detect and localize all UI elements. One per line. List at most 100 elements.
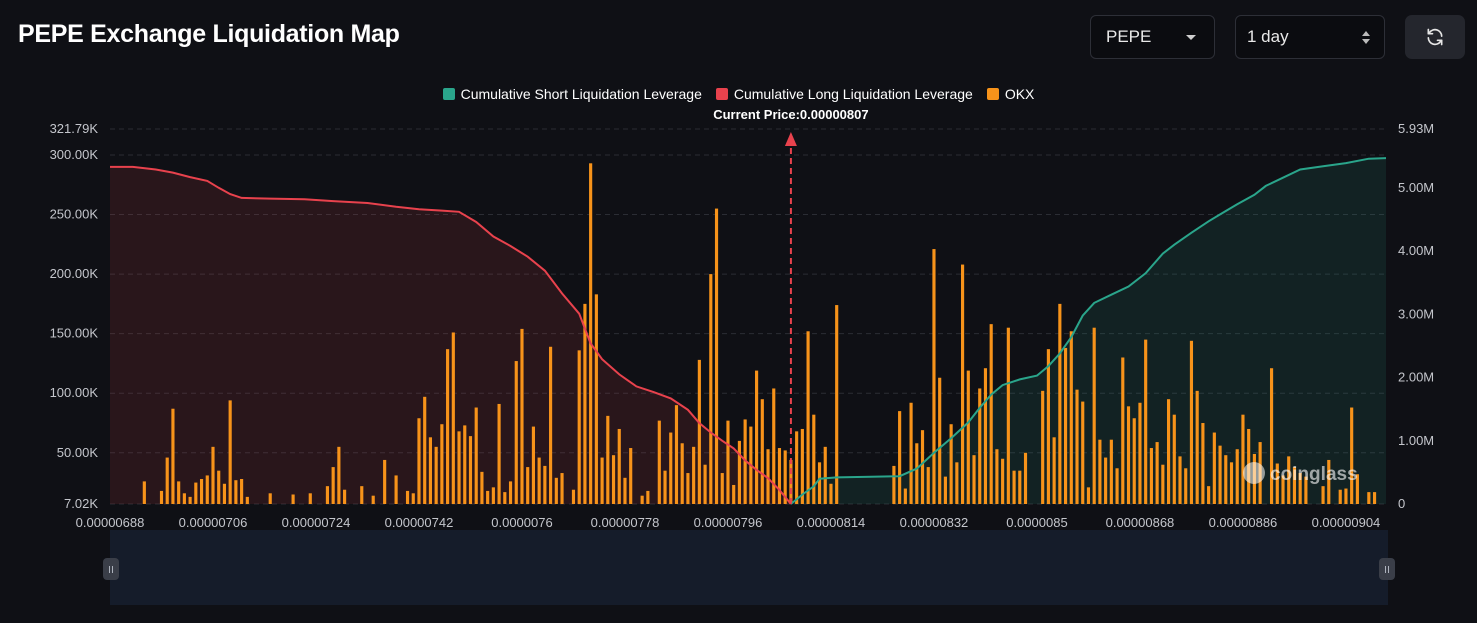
okx-bar xyxy=(1052,437,1056,504)
x-tick-label: 0.00000886 xyxy=(1209,515,1278,530)
okx-bar xyxy=(932,249,936,504)
okx-bar xyxy=(217,470,221,504)
okx-bar xyxy=(325,486,330,504)
okx-bar xyxy=(600,457,604,504)
coin-select[interactable]: PEPE xyxy=(1090,15,1215,59)
okx-bar xyxy=(1287,456,1291,504)
okx-bar xyxy=(617,428,621,504)
refresh-icon xyxy=(1427,28,1443,46)
okx-bar xyxy=(726,420,730,504)
okx-bar xyxy=(1109,439,1113,504)
okx-bar xyxy=(537,457,541,504)
legend-label-short: Cumulative Short Liquidation Leverage xyxy=(460,86,702,102)
okx-bar xyxy=(1006,327,1010,504)
x-tick-label: 0.0000085 xyxy=(1006,515,1067,530)
okx-bar xyxy=(1001,458,1005,504)
coinglass-logo xyxy=(1243,462,1265,484)
legend-item-short[interactable]: Cumulative Short Liquidation Leverage xyxy=(442,86,702,102)
okx-bar xyxy=(1229,462,1234,504)
okx-bar xyxy=(783,450,787,504)
okx-bar xyxy=(943,476,947,504)
okx-bar xyxy=(1172,414,1176,504)
okx-bar xyxy=(777,448,782,504)
okx-bar xyxy=(1063,347,1068,504)
y-right-tick-label: 4.00M xyxy=(1398,243,1434,258)
okx-bar xyxy=(503,492,507,504)
okx-bar xyxy=(583,303,587,504)
okx-bar xyxy=(468,436,473,504)
cumulative-short-line xyxy=(790,157,1387,505)
okx-bar xyxy=(829,483,833,504)
okx-bar xyxy=(1281,475,1285,504)
okx-bar xyxy=(972,455,976,504)
x-tick-label: 0.00000904 xyxy=(1312,515,1381,530)
legend-item-long[interactable]: Cumulative Long Liquidation Leverage xyxy=(715,86,973,102)
okx-bar xyxy=(1355,474,1359,504)
okx-bar xyxy=(491,487,495,504)
up-down-icon xyxy=(1362,30,1370,44)
okx-bar xyxy=(1207,486,1211,504)
okx-bar xyxy=(817,462,822,504)
okx-bar xyxy=(1241,414,1245,504)
okx-bar xyxy=(606,415,610,504)
okx-bar xyxy=(240,479,244,504)
okx-bar xyxy=(1144,339,1148,504)
legend-swatch-okx xyxy=(986,88,999,100)
okx-bar xyxy=(291,494,295,504)
okx-bar xyxy=(1269,368,1274,504)
x-tick-label: 0.00000796 xyxy=(694,515,763,530)
okx-bar xyxy=(1344,488,1348,504)
legend-item-okx[interactable]: OKX xyxy=(986,86,1034,102)
okx-bar xyxy=(1086,487,1091,504)
okx-bar xyxy=(915,443,919,504)
okx-bar xyxy=(1092,327,1096,504)
okx-bar xyxy=(983,368,988,504)
okx-bar xyxy=(709,274,713,504)
okx-bar xyxy=(657,420,661,504)
okx-bar xyxy=(531,426,535,504)
x-tick-label: 0.00000814 xyxy=(797,515,866,530)
okx-bar xyxy=(268,493,272,504)
okx-bar xyxy=(486,490,490,504)
zoom-handle-right[interactable] xyxy=(1379,558,1395,580)
okx-bar xyxy=(1327,459,1331,504)
cumulative-long-line xyxy=(110,165,792,505)
refresh-button[interactable] xyxy=(1405,15,1465,59)
okx-bar xyxy=(1212,432,1216,504)
okx-bar xyxy=(732,484,736,504)
okx-bar xyxy=(989,324,993,504)
okx-bar xyxy=(1161,464,1165,504)
current-price-arrow xyxy=(784,132,797,146)
okx-bar xyxy=(1372,492,1377,504)
okx-bar xyxy=(692,446,696,504)
zoom-handle-left[interactable] xyxy=(103,558,119,580)
okx-bar xyxy=(800,428,804,504)
y-left-tick-label: 7.02K xyxy=(64,496,98,511)
okx-bar xyxy=(629,448,633,504)
okx-bar xyxy=(1298,473,1302,504)
time-range-select[interactable]: 1 day xyxy=(1235,15,1385,59)
y-right-tick-label: 2.00M xyxy=(1398,370,1434,385)
okx-bar xyxy=(549,346,553,504)
okx-bar xyxy=(898,411,902,504)
legend-swatch-long xyxy=(715,88,728,100)
okx-bar xyxy=(1012,470,1016,504)
x-tick-label: 0.00000832 xyxy=(900,515,969,530)
okx-bar xyxy=(697,359,701,504)
okx-bar xyxy=(737,440,741,504)
okx-bar xyxy=(920,430,925,504)
okx-bar xyxy=(440,424,444,504)
okx-bar xyxy=(405,490,410,504)
y-right-tick-label: 3.00M xyxy=(1398,306,1434,321)
okx-bar xyxy=(1178,456,1182,504)
okx-bar xyxy=(1189,340,1194,504)
okx-bar xyxy=(806,331,810,504)
okx-bar xyxy=(1195,390,1199,504)
okx-bar xyxy=(508,481,513,504)
okx-bar xyxy=(1235,449,1239,504)
okx-bar xyxy=(755,370,759,504)
okx-bar xyxy=(1132,418,1136,504)
okx-bar xyxy=(526,467,530,504)
zoom-scroll-track[interactable] xyxy=(110,530,1388,605)
okx-bar xyxy=(360,486,364,504)
